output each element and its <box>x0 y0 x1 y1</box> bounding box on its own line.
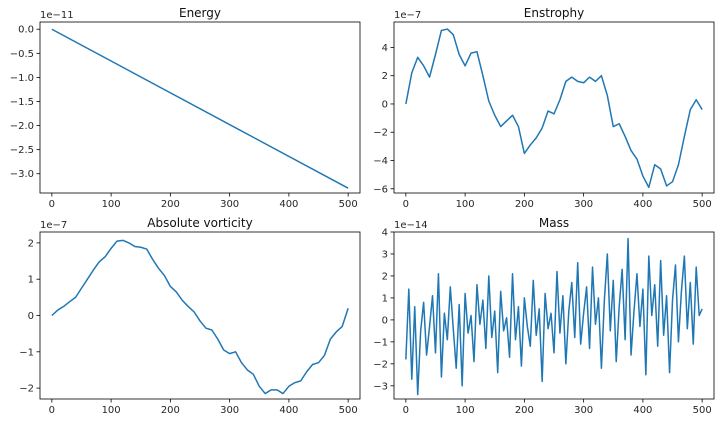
chart-title: Absolute vorticity <box>147 216 252 230</box>
x-tick-label: 300 <box>574 405 593 416</box>
y-tick-label: 2 <box>28 238 34 249</box>
y-tick-label: 2 <box>382 71 388 82</box>
axes-frame <box>393 231 715 400</box>
x-tick-label: 500 <box>693 199 712 210</box>
y-tick-label: −1 <box>19 347 34 358</box>
series-line-1 <box>405 28 703 189</box>
series-line-1 <box>405 237 703 396</box>
x-tick-label: 200 <box>515 405 534 416</box>
y-tick-label: −6 <box>373 184 388 195</box>
y-tick-label: −2 <box>373 359 388 370</box>
y-tick-label: −1.0 <box>10 73 34 84</box>
panel-mass: 0 100 200 300 400 500 4 3 2 1 0 −1 −2 −3 1e−14 Mass <box>373 216 715 416</box>
y-tick-label: −4 <box>373 156 388 167</box>
x-tick-label: 100 <box>102 199 121 210</box>
chart-title: Energy <box>179 6 221 20</box>
x-tick-label: 300 <box>220 199 239 210</box>
axes-frame <box>39 231 361 400</box>
y-tick-label: 2 <box>382 271 388 282</box>
y-tick-label: 3 <box>382 249 388 260</box>
x-tick-label: 400 <box>633 199 652 210</box>
y-tick-label: −2 <box>373 128 388 139</box>
series-line-1 <box>51 28 349 189</box>
y-tick-label: −1.5 <box>10 97 34 108</box>
chart-title: Mass <box>539 216 569 230</box>
y-tick-label: 4 <box>382 228 388 239</box>
y-tick-label: 0 <box>28 311 34 322</box>
y-tick-label: −3 <box>373 381 388 392</box>
y-tick-label: −2.0 <box>10 121 34 132</box>
x-tick-label: 100 <box>456 405 475 416</box>
y-tick-label: 0 <box>382 315 388 326</box>
y-tick-label: 1 <box>382 293 388 304</box>
x-tick-label: 400 <box>633 405 652 416</box>
y-tick-label: −1 <box>373 337 388 348</box>
panel-energy: 0 100 200 300 400 500 0.0 −0.5 −1.0 −1.5 −2.0 −2.5 −… <box>10 6 361 210</box>
series-line-1 <box>51 239 349 395</box>
x-tick-label: 300 <box>574 199 593 210</box>
y-tick-label: −0.5 <box>10 49 34 60</box>
axes-frame <box>393 21 715 194</box>
x-tick-label: 500 <box>339 405 358 416</box>
x-tick-label: 200 <box>515 199 534 210</box>
x-tick-label: 0 <box>403 199 409 210</box>
panel-enstrophy: 0 100 200 300 400 500 4 2 0 −2 −4 −6 1e−7 Enstrophy <box>373 6 715 210</box>
y-tick-label: 0.0 <box>18 25 34 36</box>
axes-frame <box>39 21 361 194</box>
x-tick-label: 300 <box>220 405 239 416</box>
y-scale-label: 1e−14 <box>394 220 428 231</box>
x-tick-label: 500 <box>693 405 712 416</box>
x-tick-label: 500 <box>339 199 358 210</box>
x-tick-label: 0 <box>49 199 55 210</box>
y-tick-label: −2 <box>19 384 34 395</box>
x-tick-label: 200 <box>161 405 180 416</box>
y-scale-label: 1e−11 <box>40 10 74 21</box>
y-scale-label: 1e−7 <box>40 220 67 231</box>
panel-absolute-vorticity: 0 100 200 300 400 500 2 1 0 −1 −2 1e−7 Absolute vort… <box>19 216 361 416</box>
x-tick-label: 400 <box>279 405 298 416</box>
y-tick-label: −3.0 <box>10 169 34 180</box>
x-tick-label: 100 <box>102 405 121 416</box>
y-scale-label: 1e−7 <box>394 10 421 21</box>
y-tick-label: 4 <box>382 43 388 54</box>
y-tick-label: −2.5 <box>10 145 34 156</box>
y-tick-label: 1 <box>28 275 34 286</box>
x-tick-label: 200 <box>161 199 180 210</box>
x-tick-label: 0 <box>403 405 409 416</box>
x-tick-label: 0 <box>49 405 55 416</box>
x-tick-label: 100 <box>456 199 475 210</box>
y-tick-label: 0 <box>382 99 388 110</box>
x-tick-label: 400 <box>279 199 298 210</box>
chart-title: Enstrophy <box>524 6 584 20</box>
